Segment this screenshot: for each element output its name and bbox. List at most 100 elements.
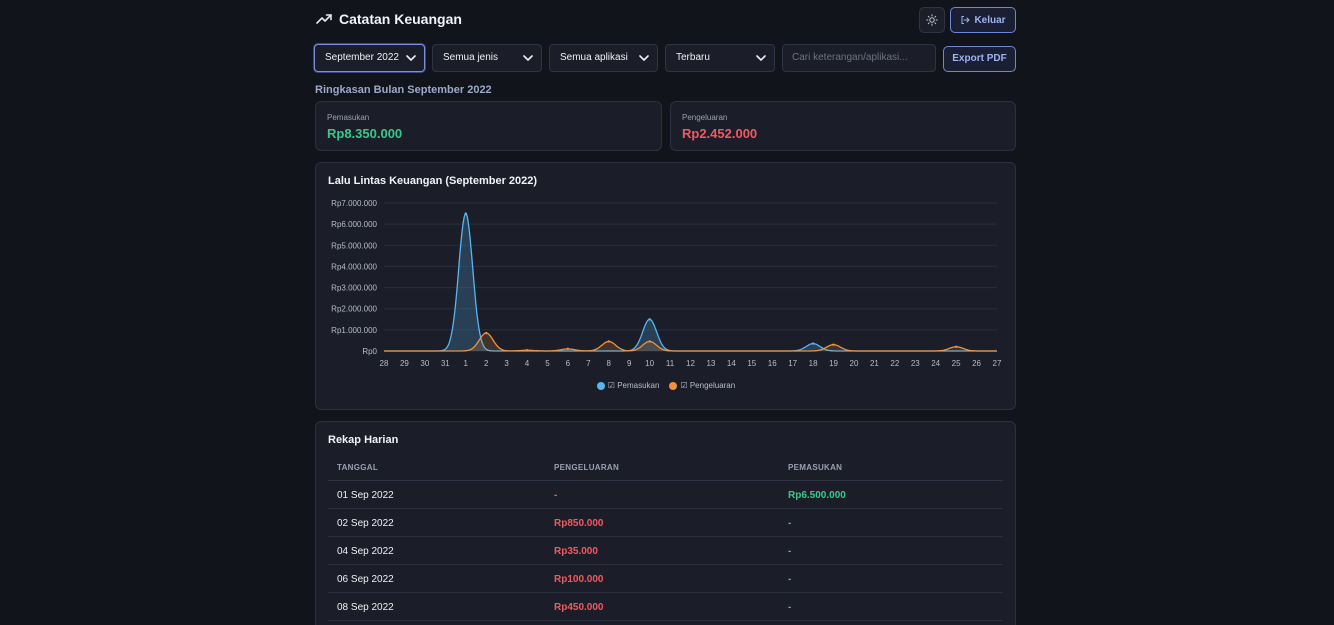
x-tick-label: 25 <box>952 359 961 368</box>
chart-legend: ☑ Pemasukan ☑ Pengeluaran <box>316 381 1016 390</box>
x-tick-label: 12 <box>686 359 695 368</box>
y-tick-label: Rp0 <box>362 347 377 356</box>
x-tick-label: 14 <box>727 359 736 368</box>
income-card: Pemasukan Rp8.350.000 <box>315 101 662 151</box>
x-tick-label: 15 <box>747 359 756 368</box>
legend-dot-income <box>596 381 605 390</box>
row-income: - <box>788 546 792 557</box>
row-income: Rp6.500.000 <box>788 490 846 501</box>
table-row: 01 Sep 2022 - Rp6.500.000 <box>328 481 1003 509</box>
income-label: Pemasukan <box>327 113 370 122</box>
x-tick-label: 10 <box>645 359 654 368</box>
x-tick-label: 20 <box>850 359 859 368</box>
summary-title: Ringkasan Bulan September 2022 <box>315 84 492 96</box>
chevron-down-icon <box>523 55 533 61</box>
month-select[interactable]: September 2022 <box>314 44 425 72</box>
row-expense: Rp35.000 <box>554 546 598 557</box>
header-date: TANGGAL <box>337 463 379 472</box>
data-point <box>525 349 529 352</box>
expense-label: Pengeluaran <box>682 113 728 122</box>
chevron-down-icon <box>756 55 766 61</box>
legend-item-expense[interactable]: ☑ Pengeluaran <box>669 381 735 390</box>
y-tick-label: Rp1.000.000 <box>331 326 377 335</box>
legend-item-income[interactable]: ☑ Pemasukan <box>596 381 660 390</box>
x-tick-label: 19 <box>829 359 838 368</box>
data-point <box>648 340 651 343</box>
logout-label: Keluar <box>974 14 1006 26</box>
x-tick-label: 17 <box>788 359 797 368</box>
row-date: 04 Sep 2022 <box>337 546 394 557</box>
logout-icon <box>961 16 970 24</box>
data-point <box>484 331 488 335</box>
logout-button[interactable]: Keluar <box>950 7 1016 33</box>
data-point <box>954 345 958 348</box>
table-header: TANGGAL PENGELUARAN PEMASUKAN <box>328 460 1003 481</box>
x-tick-label: 28 <box>380 359 389 368</box>
legend-dot-expense <box>669 381 678 390</box>
export-pdf-button[interactable]: Export PDF <box>943 46 1016 72</box>
x-tick-label: 5 <box>545 359 550 368</box>
data-point <box>566 347 570 351</box>
legend-label-expense: ☑ Pengeluaran <box>680 381 736 390</box>
x-tick-label: 16 <box>768 359 777 368</box>
recap-table: TANGGAL PENGELUARAN PEMASUKAN 01 Sep 202… <box>328 460 1003 621</box>
app-select[interactable]: Semua aplikasi <box>549 44 658 72</box>
app-select-value: Semua aplikasi <box>560 52 628 63</box>
month-select-value: September 2022 <box>325 52 399 63</box>
x-tick-label: 9 <box>627 359 632 368</box>
row-expense: - <box>554 490 558 501</box>
x-tick-label: 1 <box>464 359 469 368</box>
daily-recap-card: Rekap Harian TANGGAL PENGELUARAN PEMASUK… <box>315 421 1016 625</box>
x-tick-label: 4 <box>525 359 530 368</box>
y-tick-label: Rp6.000.000 <box>331 220 377 229</box>
y-tick-label: Rp3.000.000 <box>331 284 377 293</box>
row-expense: Rp850.000 <box>554 518 604 529</box>
chart-card: Lalu Lintas Keuangan (September 2022) Rp… <box>315 162 1016 410</box>
table-row: 04 Sep 2022 Rp35.000 - <box>328 537 1003 565</box>
trending-up-icon <box>316 14 332 24</box>
x-tick-label: 2 <box>484 359 489 368</box>
y-tick-label: Rp5.000.000 <box>331 241 377 250</box>
x-tick-label: 30 <box>420 359 429 368</box>
legend-label-income: ☑ Pemasukan <box>607 381 660 390</box>
chevron-down-icon <box>406 55 416 61</box>
type-select[interactable]: Semua jenis <box>432 44 542 72</box>
x-tick-label: 21 <box>870 359 879 368</box>
filter-bar: September 2022 Semua jenis Semua aplikas… <box>314 44 1016 72</box>
header: Catatan Keuangan Keluar <box>314 7 1016 33</box>
search-input[interactable]: Cari keterangan/aplikasi... <box>782 44 936 72</box>
expense-card: Pengeluaran Rp2.452.000 <box>670 101 1016 151</box>
sun-icon <box>926 14 938 26</box>
app-title: Catatan Keuangan <box>339 11 462 27</box>
data-point <box>832 343 835 346</box>
data-point <box>648 318 651 321</box>
row-income: - <box>788 518 792 529</box>
chevron-down-icon <box>639 55 649 61</box>
x-tick-label: 7 <box>586 359 591 368</box>
x-tick-label: 24 <box>931 359 940 368</box>
row-date: 01 Sep 2022 <box>337 490 394 501</box>
x-tick-label: 18 <box>809 359 818 368</box>
data-point <box>464 212 467 215</box>
header-income: PEMASUKAN <box>788 463 843 472</box>
x-tick-label: 26 <box>972 359 981 368</box>
x-tick-label: 31 <box>441 359 450 368</box>
chart-title: Lalu Lintas Keuangan (September 2022) <box>328 175 538 187</box>
row-date: 02 Sep 2022 <box>337 518 394 529</box>
x-tick-label: 27 <box>993 359 1002 368</box>
expense-value: Rp2.452.000 <box>682 126 758 141</box>
x-tick-label: 29 <box>400 359 409 368</box>
row-expense: Rp450.000 <box>554 602 604 613</box>
row-date: 06 Sep 2022 <box>337 574 394 585</box>
theme-toggle-button[interactable] <box>919 7 945 33</box>
traffic-chart: Rp0 Rp1.000.000 Rp2.000.000 Rp3.000.000 Rp4.… <box>331 199 1002 368</box>
sort-select-value: Terbaru <box>676 52 710 63</box>
x-tick-label: 13 <box>706 359 715 368</box>
row-income: - <box>788 602 792 613</box>
x-tick-label: 8 <box>607 359 612 368</box>
x-tick-label: 6 <box>566 359 571 368</box>
x-tick-label: 3 <box>504 359 509 368</box>
sort-select[interactable]: Terbaru <box>665 44 775 72</box>
y-tick-label: Rp7.000.000 <box>331 199 377 208</box>
x-tick-label: 23 <box>911 359 920 368</box>
